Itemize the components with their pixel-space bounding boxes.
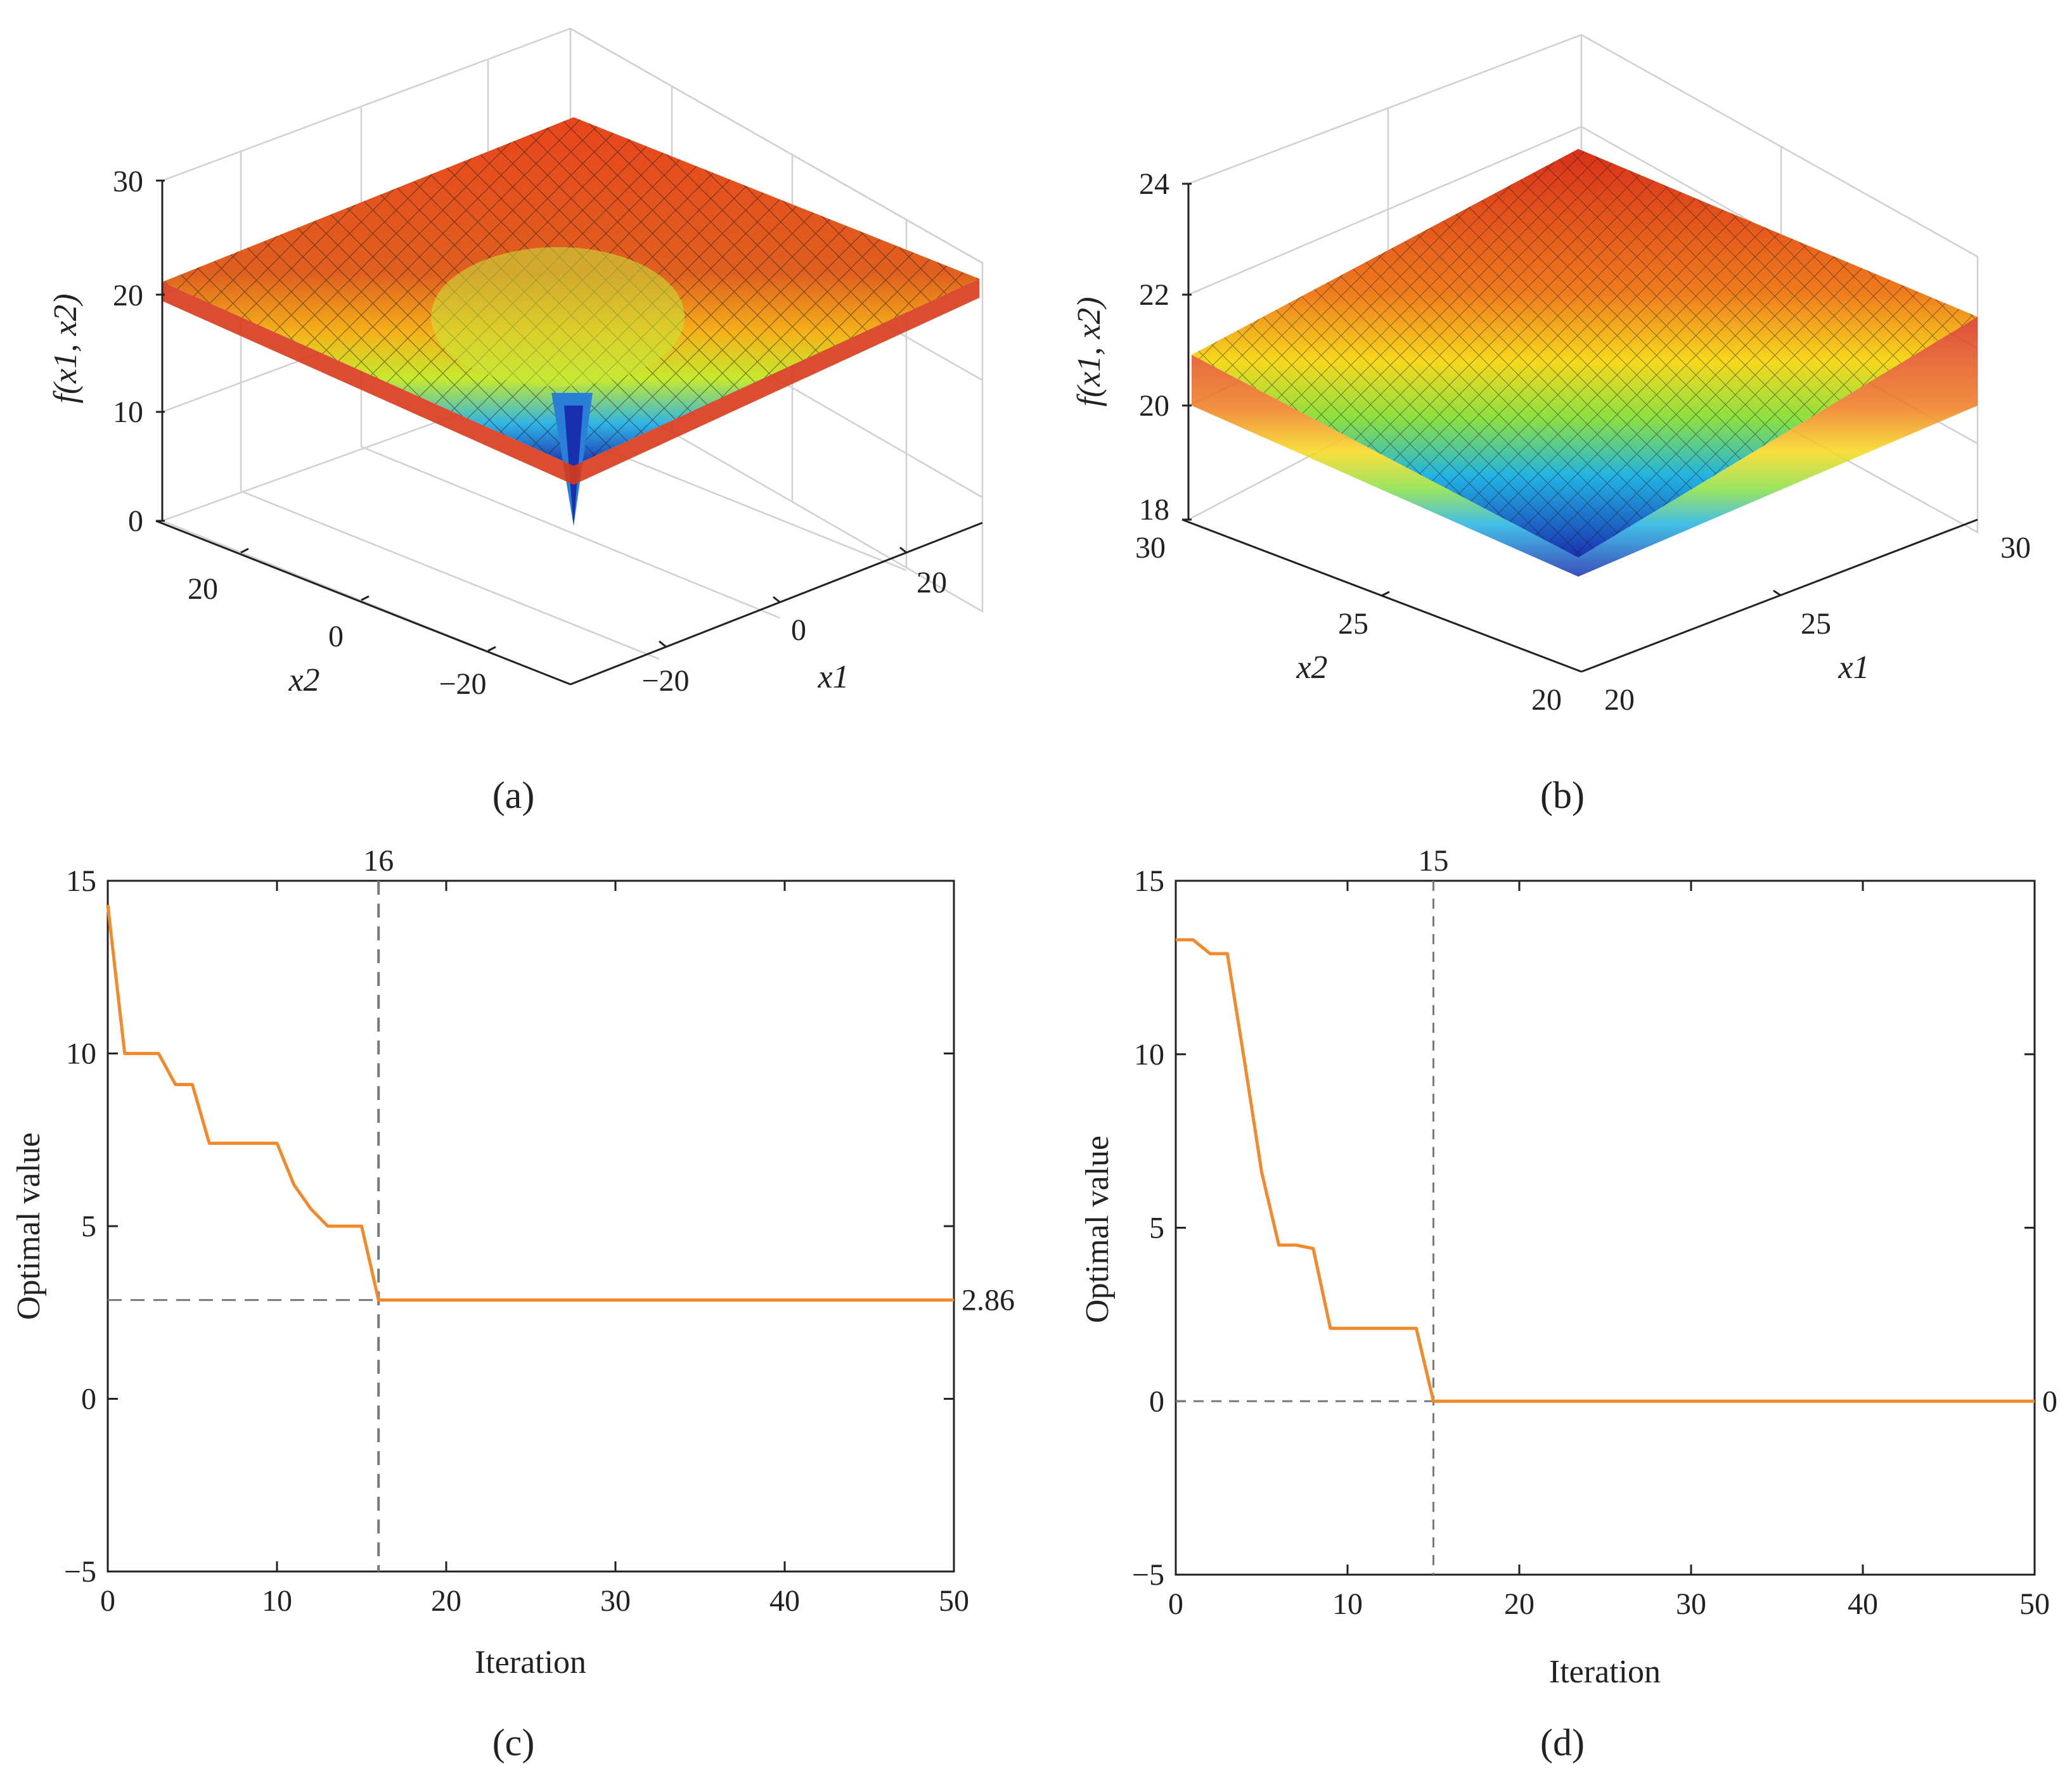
panel-d-ytick-label: 10 bbox=[1134, 1038, 1164, 1072]
panel-a-ztick-20: 20 bbox=[113, 279, 143, 312]
panel-d-ytick-label: −5 bbox=[1132, 1558, 1164, 1592]
panel-b-ztick-22: 22 bbox=[1139, 278, 1169, 312]
panel-d-xtick-label: 0 bbox=[1168, 1587, 1183, 1621]
panel-d-xtick-label: 40 bbox=[1848, 1587, 1878, 1621]
panel-a-xlabel: x1 bbox=[817, 659, 849, 695]
panel-c-series bbox=[106, 904, 954, 1302]
panel-a-xtick-0: 0 bbox=[791, 613, 806, 647]
panel-c-xtick-label: 20 bbox=[431, 1584, 461, 1618]
panel-a-ytick-0: 0 bbox=[328, 620, 344, 653]
panel-c-ytick-label: 5 bbox=[81, 1210, 96, 1243]
panel-d-guides bbox=[1176, 881, 2035, 1575]
panel-a-xtick-neg20: −20 bbox=[641, 664, 689, 698]
panel-d-ylabel: Optimal value bbox=[1079, 1136, 1116, 1323]
panel-b-label: (b) bbox=[1540, 774, 1585, 816]
panel-d-plot-frame bbox=[1174, 880, 2036, 1576]
panel-a-ztick-30: 30 bbox=[113, 165, 143, 198]
panel-c-ytick-label: 15 bbox=[66, 864, 96, 898]
panel-c-plot-frame bbox=[106, 880, 955, 1573]
panel-b-ztick-24: 24 bbox=[1139, 167, 1169, 201]
panel-d-optimal-value-line bbox=[1176, 938, 2035, 1403]
panel-c-annotation-y: 2.86 bbox=[962, 1284, 1015, 1317]
panel-a-ztick-0: 0 bbox=[128, 504, 143, 538]
panel-a-ytick-neg20: −20 bbox=[439, 667, 486, 701]
panel-d-annotation-x: 15 bbox=[1419, 844, 1449, 878]
panel-c-ytick-label: 10 bbox=[66, 1037, 96, 1071]
panel-b-xtick-30: 30 bbox=[2000, 531, 2031, 565]
panel-c-xtick-label: 10 bbox=[262, 1584, 292, 1618]
panel-c-xlabel: Iteration bbox=[475, 1644, 586, 1680]
panel-a-axes bbox=[155, 179, 983, 686]
panel-c-guides bbox=[108, 881, 954, 1571]
panel-a-ztick-10: 10 bbox=[113, 395, 143, 429]
panel-a-surface-plot: 30 20 10 0 20 0 −20 −20 0 20 f(x1, x2) x… bbox=[48, 27, 984, 701]
panel-a-surface bbox=[162, 117, 979, 526]
panel-a-zlabel: f(x1, x2) bbox=[48, 293, 84, 403]
panel-b-surface bbox=[1192, 149, 1978, 577]
panel-b-ylabel: x2 bbox=[1296, 650, 1327, 686]
panel-c-ylabel: Optimal value bbox=[11, 1132, 47, 1320]
panel-c-optimal-value-line bbox=[106, 904, 954, 1302]
panel-d-label: (d) bbox=[1540, 1722, 1585, 1763]
panel-d-xtick-label: 50 bbox=[2019, 1587, 2050, 1621]
panel-b-xtick-20: 20 bbox=[1604, 683, 1635, 717]
panel-c-ytick-label: 0 bbox=[81, 1383, 96, 1416]
panel-a-label: (a) bbox=[492, 774, 535, 816]
panel-c-xtick-label: 50 bbox=[939, 1584, 969, 1618]
panel-b-ytick-25: 25 bbox=[1338, 607, 1368, 641]
panel-c-xtick-label: 30 bbox=[600, 1584, 631, 1618]
panel-d-ytick-label: 0 bbox=[1149, 1385, 1164, 1418]
panel-c-label: (c) bbox=[492, 1722, 535, 1763]
panel-d-ytick-label: 15 bbox=[1134, 864, 1164, 898]
panel-c-annotation-x: 16 bbox=[363, 844, 394, 878]
panel-b-surface-plot: 24 22 20 18 30 25 20 20 25 30 f(x1, x2) … bbox=[1071, 34, 2031, 717]
panel-b-xlabel: x1 bbox=[1837, 650, 1869, 686]
panel-d-series bbox=[1176, 938, 2035, 1403]
panel-c-xtick-label: 40 bbox=[769, 1584, 800, 1618]
panel-d-annotation-y: 0 bbox=[2042, 1385, 2057, 1418]
panel-c-ytick-label: −5 bbox=[64, 1555, 96, 1589]
panel-b-ztick-20: 20 bbox=[1139, 389, 1169, 423]
panel-b-zlabel: f(x1, x2) bbox=[1071, 297, 1107, 406]
panel-d-xtick-label: 20 bbox=[1504, 1587, 1535, 1621]
panel-a-xtick-20: 20 bbox=[917, 566, 947, 599]
panel-b-ytick-20: 20 bbox=[1531, 683, 1562, 717]
panel-a-ytick-20: 20 bbox=[188, 572, 218, 606]
panel-b-axes bbox=[1181, 182, 1978, 673]
panel-d-xlabel: Iteration bbox=[1549, 1654, 1661, 1690]
panel-b-ytick-30: 30 bbox=[1135, 531, 1166, 565]
panel-d-xtick-label: 30 bbox=[1676, 1587, 1706, 1621]
panel-b-xtick-25: 25 bbox=[1801, 607, 1831, 641]
panel-c-xtick-label: 0 bbox=[100, 1584, 115, 1618]
panel-d-xtick-label: 10 bbox=[1332, 1587, 1363, 1621]
panel-b-ztick-18: 18 bbox=[1139, 493, 1169, 527]
panel-a-ylabel: x2 bbox=[288, 662, 319, 698]
panel-d-ytick-label: 5 bbox=[1149, 1212, 1164, 1245]
